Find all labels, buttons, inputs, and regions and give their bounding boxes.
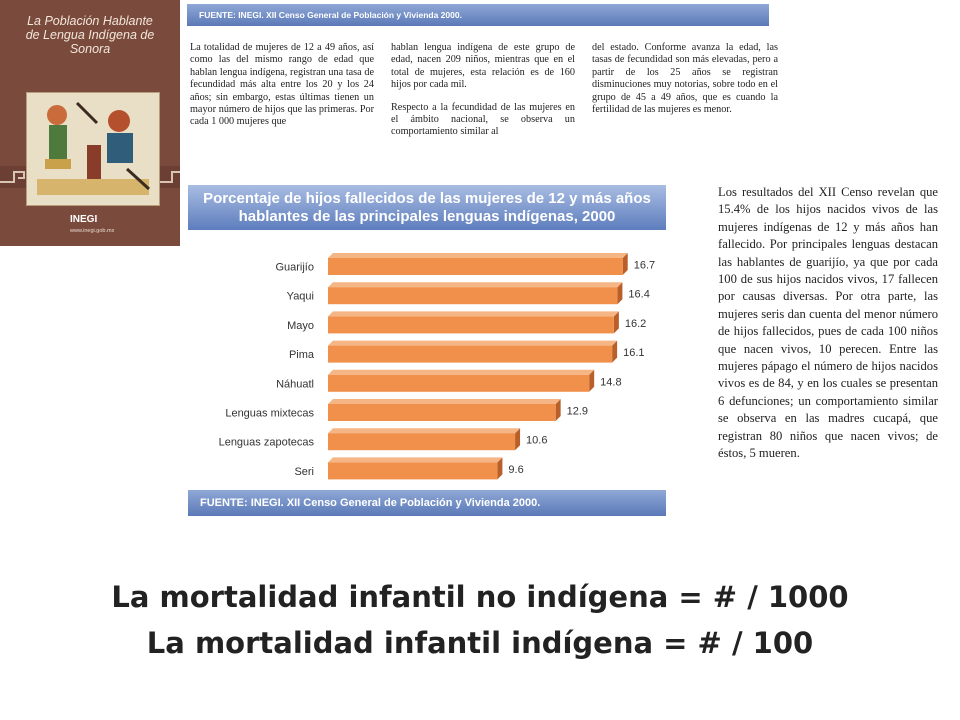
cover-title-line-3: Sonora bbox=[69, 42, 111, 56]
bar-top bbox=[328, 399, 561, 404]
bar-top bbox=[328, 282, 623, 288]
category-label: Lenguas zapotecas bbox=[219, 437, 315, 449]
bar bbox=[328, 287, 618, 305]
slide-heading-line-1: La mortalidad infantil no indígena = # /… bbox=[111, 580, 849, 614]
inegi-logo: INEGI bbox=[70, 214, 98, 225]
category-label: Lenguas mixtecas bbox=[225, 408, 314, 420]
bar-side bbox=[589, 369, 595, 392]
bar-top bbox=[328, 369, 595, 375]
bar bbox=[328, 374, 590, 392]
text-column-3: del estado. Conforme avanza la edad, las… bbox=[592, 42, 778, 126]
chart-title-banner: Porcentaje de hijos fallecidos de las mu… bbox=[188, 185, 666, 230]
category-label: Mayo bbox=[287, 320, 314, 332]
book-cover: La Población Hablante de Lengua Indígena… bbox=[0, 0, 180, 246]
category-label: Guarijío bbox=[275, 262, 314, 274]
top-source-bar: FUENTE: INEGI. XII Censo General de Pobl… bbox=[187, 4, 769, 26]
bar-value-label: 14.8 bbox=[600, 376, 621, 388]
slide-heading-line-2: La mortalidad infantil indígena = # / 10… bbox=[146, 626, 814, 660]
category-label: Yaqui bbox=[287, 291, 314, 303]
chart-source-bar: FUENTE: INEGI. XII Censo General de Pobl… bbox=[188, 490, 666, 516]
bar-value-label: 16.1 bbox=[623, 347, 644, 359]
cover-title-line-1: La Población Hablante bbox=[27, 14, 153, 28]
category-label: Náhuatl bbox=[276, 378, 314, 390]
column-2-paragraph-2: Respecto a la fecundidad de las mujeres … bbox=[391, 101, 575, 138]
bar-side bbox=[515, 428, 521, 451]
bar-top bbox=[328, 253, 628, 258]
bar bbox=[328, 462, 498, 480]
bar bbox=[328, 345, 613, 363]
cover-codex-illustration bbox=[26, 92, 160, 206]
bar-top bbox=[328, 340, 618, 346]
cover-url: www.inegi.gob.mx bbox=[70, 228, 115, 234]
bar-value-label: 16.4 bbox=[628, 289, 649, 301]
bar-top bbox=[328, 428, 521, 434]
bar-side bbox=[622, 253, 628, 275]
column-3-paragraph: del estado. Conforme avanza la edad, las… bbox=[592, 42, 778, 116]
bar bbox=[328, 433, 516, 451]
bar bbox=[328, 316, 614, 334]
text-column-2: hablan lengua indígena de este grupo de … bbox=[391, 42, 575, 149]
bar-top bbox=[328, 457, 503, 463]
cover-title-line-2: de Lengua Indígena de bbox=[25, 28, 155, 42]
bar-side bbox=[613, 311, 619, 334]
bar-value-label: 16.7 bbox=[634, 260, 655, 272]
bar-value-label: 10.6 bbox=[526, 435, 547, 447]
cover-title: La Población Hablante de Lengua Indígena… bbox=[8, 14, 172, 56]
text-column-1: La totalidad de mujeres de 12 a 49 años,… bbox=[190, 42, 374, 139]
bar-side bbox=[617, 282, 623, 305]
bar-side bbox=[497, 457, 503, 480]
category-label: Seri bbox=[294, 466, 314, 478]
column-1-paragraph: La totalidad de mujeres de 12 a 49 años,… bbox=[190, 42, 374, 128]
chart-title-line-2: hablantes de las principales lenguas ind… bbox=[238, 208, 616, 225]
bar-top bbox=[328, 311, 619, 317]
bar-value-label: 16.2 bbox=[625, 318, 646, 330]
bar-value-label: 12.9 bbox=[567, 406, 588, 418]
bar bbox=[328, 404, 556, 421]
bar-side bbox=[612, 340, 618, 363]
column-2-paragraph-1: hablan lengua indígena de este grupo de … bbox=[391, 42, 575, 91]
bar-chart: Guarijío 16.7 Yaqui 16.4 Mayo 16.2 Pima 16.1 Náh… bbox=[219, 253, 655, 480]
chart-title-line-1: Porcentaje de hijos fallecidos de las mu… bbox=[203, 190, 651, 207]
bar-side bbox=[555, 399, 561, 421]
bar-value-label: 9.6 bbox=[508, 464, 523, 476]
side-paragraph: Los resultados del XII Censo revelan que… bbox=[718, 185, 938, 461]
category-label: Pima bbox=[289, 349, 315, 361]
bar bbox=[328, 258, 623, 275]
